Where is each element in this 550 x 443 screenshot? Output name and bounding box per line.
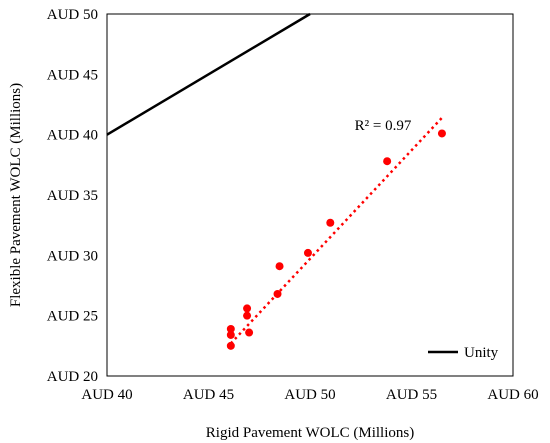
data-point xyxy=(226,330,235,339)
y-tick-label: AUD 25 xyxy=(47,309,98,325)
data-point xyxy=(275,262,284,271)
y-axis-title: Flexible Pavement WOLC (Millions) xyxy=(8,83,24,307)
y-tick-label: AUD 45 xyxy=(47,67,98,83)
plot-frame xyxy=(106,13,514,377)
x-tick-label: AUD 60 xyxy=(487,387,538,403)
data-point xyxy=(273,289,282,298)
y-tick-label: AUD 20 xyxy=(47,369,98,385)
data-point xyxy=(437,129,446,138)
data-point xyxy=(243,311,252,320)
unity-line xyxy=(106,12,311,136)
data-points xyxy=(226,129,446,350)
data-point xyxy=(303,248,312,257)
data-point xyxy=(383,157,392,166)
y-tick-label: AUD 35 xyxy=(47,188,98,204)
r-squared-label: R² = 0.97 xyxy=(355,118,412,134)
unity-line-layer xyxy=(106,12,311,136)
x-tick-label: AUD 40 xyxy=(81,387,132,403)
legend: Unity xyxy=(428,345,499,361)
data-point xyxy=(245,328,254,337)
x-tick-label: AUD 45 xyxy=(183,387,234,403)
x-tick-label: AUD 50 xyxy=(284,387,335,403)
data-point xyxy=(226,324,235,333)
x-axis-title: Rigid Pavement WOLC (Millions) xyxy=(206,425,414,441)
data-point xyxy=(243,304,252,313)
x-tick-label: AUD 55 xyxy=(386,387,437,403)
data-point xyxy=(326,218,335,227)
trendline-layer xyxy=(229,116,443,345)
legend-unity-label: Unity xyxy=(464,345,499,361)
y-tick-label: AUD 30 xyxy=(47,248,98,264)
trendline xyxy=(229,116,443,345)
y-tick-label: AUD 50 xyxy=(47,7,98,23)
y-tick-label: AUD 40 xyxy=(47,128,98,144)
data-point xyxy=(226,341,235,350)
x-tick-labels: AUD 40 AUD 45 AUD 50 AUD 55 AUD 60 xyxy=(81,387,538,403)
y-tick-labels: AUD 20 AUD 25 AUD 30 AUD 35 AUD 40 AUD 45 AUD … xyxy=(47,7,98,385)
